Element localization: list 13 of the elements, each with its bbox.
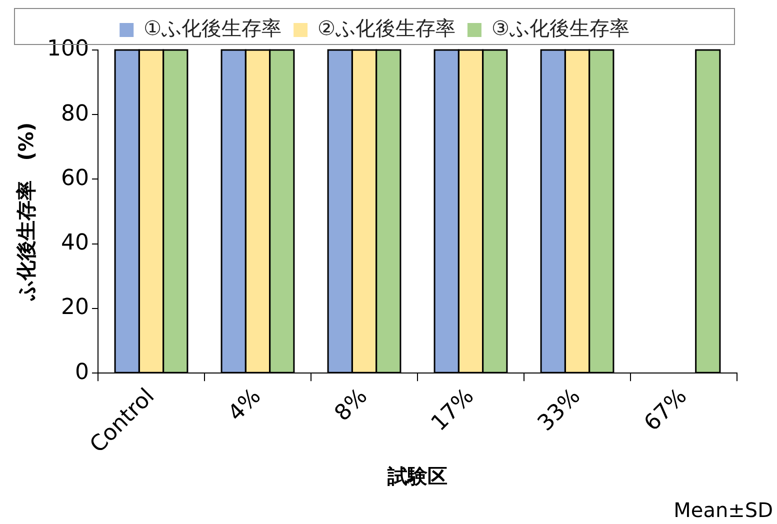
y-tick-label: 80	[60, 101, 89, 126]
legend-label: ③ふ化後生存率	[491, 16, 630, 40]
legend-label: ②ふ化後生存率	[318, 16, 456, 40]
y-tick-label: 0	[74, 360, 89, 385]
y-tick-label: 40	[60, 230, 89, 256]
y-tick-label: 60	[60, 166, 89, 191]
x-tick-label: 8%	[330, 384, 373, 426]
y-tick-label: 20	[60, 295, 89, 320]
y-axis-title: ふ化後生存率 (%)	[14, 122, 38, 302]
text: Mean±SD	[674, 498, 773, 522]
legend-label: ①ふ化後生存率	[144, 16, 282, 40]
x-tick-label: 4%	[224, 384, 266, 426]
x-axis-title: 試験区	[386, 464, 448, 488]
